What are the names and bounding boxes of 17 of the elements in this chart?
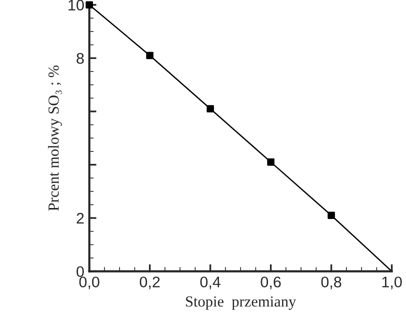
- y-tick-label: 0: [76, 266, 84, 278]
- point: [86, 1, 93, 8]
- point: [206, 105, 214, 112]
- x-tick-label: 1,0: [382, 276, 402, 290]
- point: [267, 158, 274, 166]
- point: [328, 212, 335, 219]
- x-axis-title: Stopie przemiany: [186, 296, 296, 310]
- y-tick-label: 2: [76, 212, 84, 224]
- y-tick-label: 10: [68, 0, 84, 11]
- x-tick-label: 0,2: [140, 276, 160, 290]
- x-tick-label: 0,0: [79, 276, 100, 290]
- y-axis-title: Prcent molowy SO₃ ; %: [48, 65, 62, 211]
- point: [146, 52, 154, 60]
- x-tick-label: 0,6: [260, 276, 281, 290]
- x-tick-label: 0,8: [321, 276, 342, 290]
- y-tick-label: 8: [76, 53, 84, 64]
- x-tick-label: 0,4: [200, 276, 220, 290]
